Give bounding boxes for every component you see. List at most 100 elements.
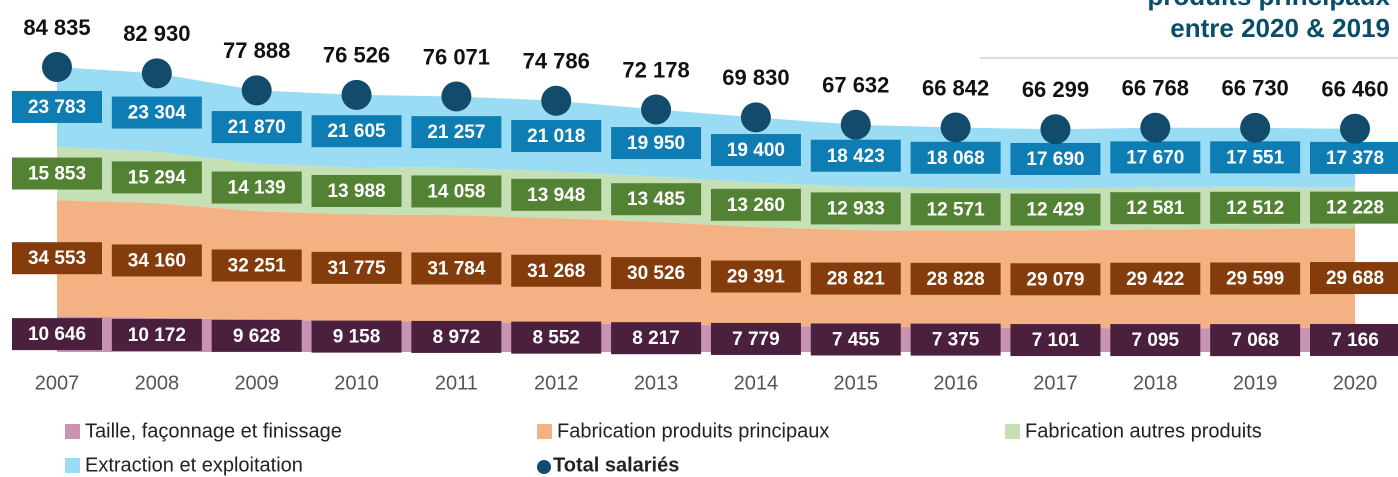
value-label: 10 172 (128, 325, 186, 346)
value-label-box (12, 318, 102, 351)
value-label: 32 251 (228, 255, 287, 276)
x-tick-label: 2020 (1333, 372, 1378, 394)
total-label: 76 526 (323, 43, 390, 68)
value-label: 17 378 (1326, 148, 1384, 169)
value-label: 13 988 (327, 181, 385, 202)
value-label-box (611, 183, 702, 216)
value-label: 31 268 (527, 261, 585, 282)
value-label: 13 485 (627, 189, 686, 210)
total-label: 66 730 (1222, 76, 1289, 101)
total-label: 76 071 (423, 44, 490, 69)
total-label: 66 842 (922, 75, 989, 100)
total-label: 74 786 (523, 49, 590, 74)
value-label: 15 853 (28, 164, 86, 185)
annotation: entre 2020 & 2019 (1170, 13, 1390, 43)
value-label: 12 581 (1126, 198, 1185, 219)
value-label-box (611, 127, 702, 160)
value-label-box (1010, 142, 1101, 175)
total-label: 69 830 (722, 65, 789, 90)
value-label-box (1110, 141, 1201, 174)
value-label: 34 160 (128, 250, 186, 271)
value-label-box (710, 188, 801, 221)
x-tick-label: 2011 (435, 372, 478, 394)
value-label-box (411, 116, 502, 149)
value-label: 13 260 (727, 195, 785, 216)
total-label: 67 632 (822, 73, 889, 98)
value-label-box (411, 175, 502, 208)
value-label-box (1310, 141, 1398, 174)
value-label: 29 079 (1026, 269, 1084, 290)
area (57, 200, 1355, 329)
legend-swatch (65, 424, 80, 439)
value-label: 7 375 (932, 330, 980, 351)
value-label: 34 553 (28, 248, 86, 269)
x-tick-label: 2018 (1133, 372, 1178, 394)
value-label: 8 217 (632, 328, 680, 349)
value-label: 19 400 (727, 140, 785, 161)
legend-swatch (1005, 424, 1020, 439)
value-label: 10 646 (28, 324, 86, 345)
value-label: 8 552 (532, 328, 580, 349)
value-label: 30 526 (627, 263, 685, 284)
value-label: 7 068 (1231, 330, 1279, 351)
value-label-box (910, 193, 1001, 226)
total-dot (341, 79, 372, 110)
value-label-box (1110, 324, 1201, 357)
total-label: 82 930 (123, 21, 190, 46)
total-dot (840, 109, 871, 140)
value-label-box (211, 111, 302, 144)
value-label: 29 688 (1326, 268, 1384, 289)
value-label-box (1210, 324, 1301, 357)
value-label-box (710, 322, 801, 355)
total-label: 77 888 (223, 38, 290, 63)
value-label-box (710, 260, 801, 293)
x-tick-label: 2013 (634, 372, 679, 394)
value-label-box (411, 252, 502, 285)
value-label: 7 166 (1331, 330, 1379, 351)
legend-label: Taille, façonnage et finissage (85, 420, 342, 442)
value-label-box (710, 133, 801, 166)
x-tick-label: 2019 (1233, 372, 1278, 394)
value-label: 31 784 (427, 258, 486, 279)
total-dot (1240, 112, 1271, 143)
legend-label: Fabrication produits principaux (557, 420, 829, 442)
value-label-box (810, 192, 901, 225)
value-label: 17 670 (1126, 147, 1184, 168)
total-label: 66 768 (1122, 76, 1189, 101)
value-label-box (810, 262, 901, 295)
value-label-box (211, 249, 302, 282)
value-label: 7 779 (732, 329, 780, 350)
x-tick-label: 2007 (35, 372, 80, 394)
value-label: 12 429 (1026, 200, 1084, 221)
total-dot (1140, 112, 1171, 143)
value-label: 12 571 (927, 199, 986, 220)
total-dot (42, 52, 72, 82)
value-label: 8 972 (433, 327, 481, 348)
total-dot (641, 94, 672, 125)
legend-label: Extraction et exploitation (85, 454, 303, 476)
total-dot (740, 102, 771, 133)
value-label: 21 018 (527, 126, 585, 147)
value-label-box (910, 323, 1001, 356)
value-label-box (910, 262, 1001, 295)
legend-swatch (537, 424, 552, 439)
x-tick-label: 2010 (334, 372, 379, 394)
x-tick-label: 2016 (933, 372, 978, 394)
value-label-box (211, 171, 302, 204)
value-label-box (611, 322, 702, 355)
total-dot (441, 81, 472, 112)
value-label-box (311, 174, 402, 207)
value-label: 7 095 (1132, 330, 1180, 351)
value-label-box (1010, 324, 1101, 357)
legend-label: Fabrication autres produits (1025, 420, 1262, 442)
total-label: 66 460 (1321, 77, 1388, 102)
value-label-box (1110, 262, 1201, 295)
value-label-box (1010, 193, 1101, 226)
value-label-box (1310, 191, 1398, 224)
value-label: 28 828 (927, 269, 985, 290)
value-label: 13 948 (527, 185, 585, 206)
value-label: 29 391 (727, 267, 786, 288)
value-label-box (1210, 262, 1301, 295)
total-dot (241, 75, 272, 106)
